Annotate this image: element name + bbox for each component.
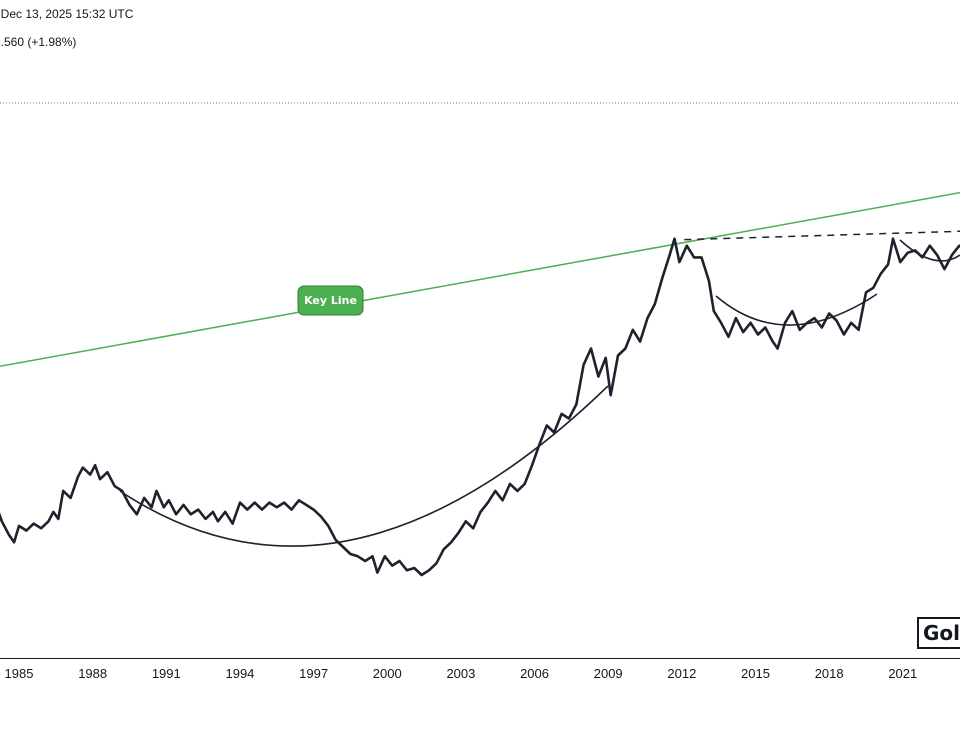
x-tick-label: 2009 xyxy=(594,666,623,681)
rounded-bottom-arc-small xyxy=(899,239,960,262)
key-trend-line xyxy=(0,191,960,368)
x-tick-label: 2000 xyxy=(373,666,402,681)
rounded-bottom-arc-large xyxy=(119,385,609,547)
x-tick-label: 1997 xyxy=(299,666,328,681)
dashed-resistance-line xyxy=(684,230,960,241)
key-line-label[interactable]: Key Line xyxy=(297,285,364,316)
x-tick-label: 1991 xyxy=(152,666,181,681)
trend-annotations xyxy=(0,191,960,368)
x-tick-label: 1985 xyxy=(5,666,34,681)
x-tick-label: 2006 xyxy=(520,666,549,681)
arc-annotations xyxy=(119,239,960,547)
x-tick-label: 2003 xyxy=(446,666,475,681)
x-axis-ticks: 1985 1988 1991 1994 1997 2000 2003 2006 2009 2012… xyxy=(5,666,918,681)
chart-header-datetime: , Dec 13, 2025 15:32 UTC xyxy=(0,7,134,21)
chart-header-price-change: 3.560 (+1.98%) xyxy=(0,35,77,49)
watermark-logo: Gold xyxy=(917,617,960,649)
key-line-label-box[interactable] xyxy=(297,285,364,316)
x-tick-label: 2021 xyxy=(888,666,917,681)
x-tick-label: 1988 xyxy=(78,666,107,681)
x-tick-label: 2012 xyxy=(667,666,696,681)
x-tick-label: 1994 xyxy=(225,666,254,681)
x-tick-label: 2015 xyxy=(741,666,770,681)
rounded-bottom-arc-medium xyxy=(715,293,878,326)
price-series xyxy=(0,237,960,577)
key-line-label-text: Key Line xyxy=(304,294,357,307)
x-tick-label: 2018 xyxy=(815,666,844,681)
price-line xyxy=(0,237,960,577)
